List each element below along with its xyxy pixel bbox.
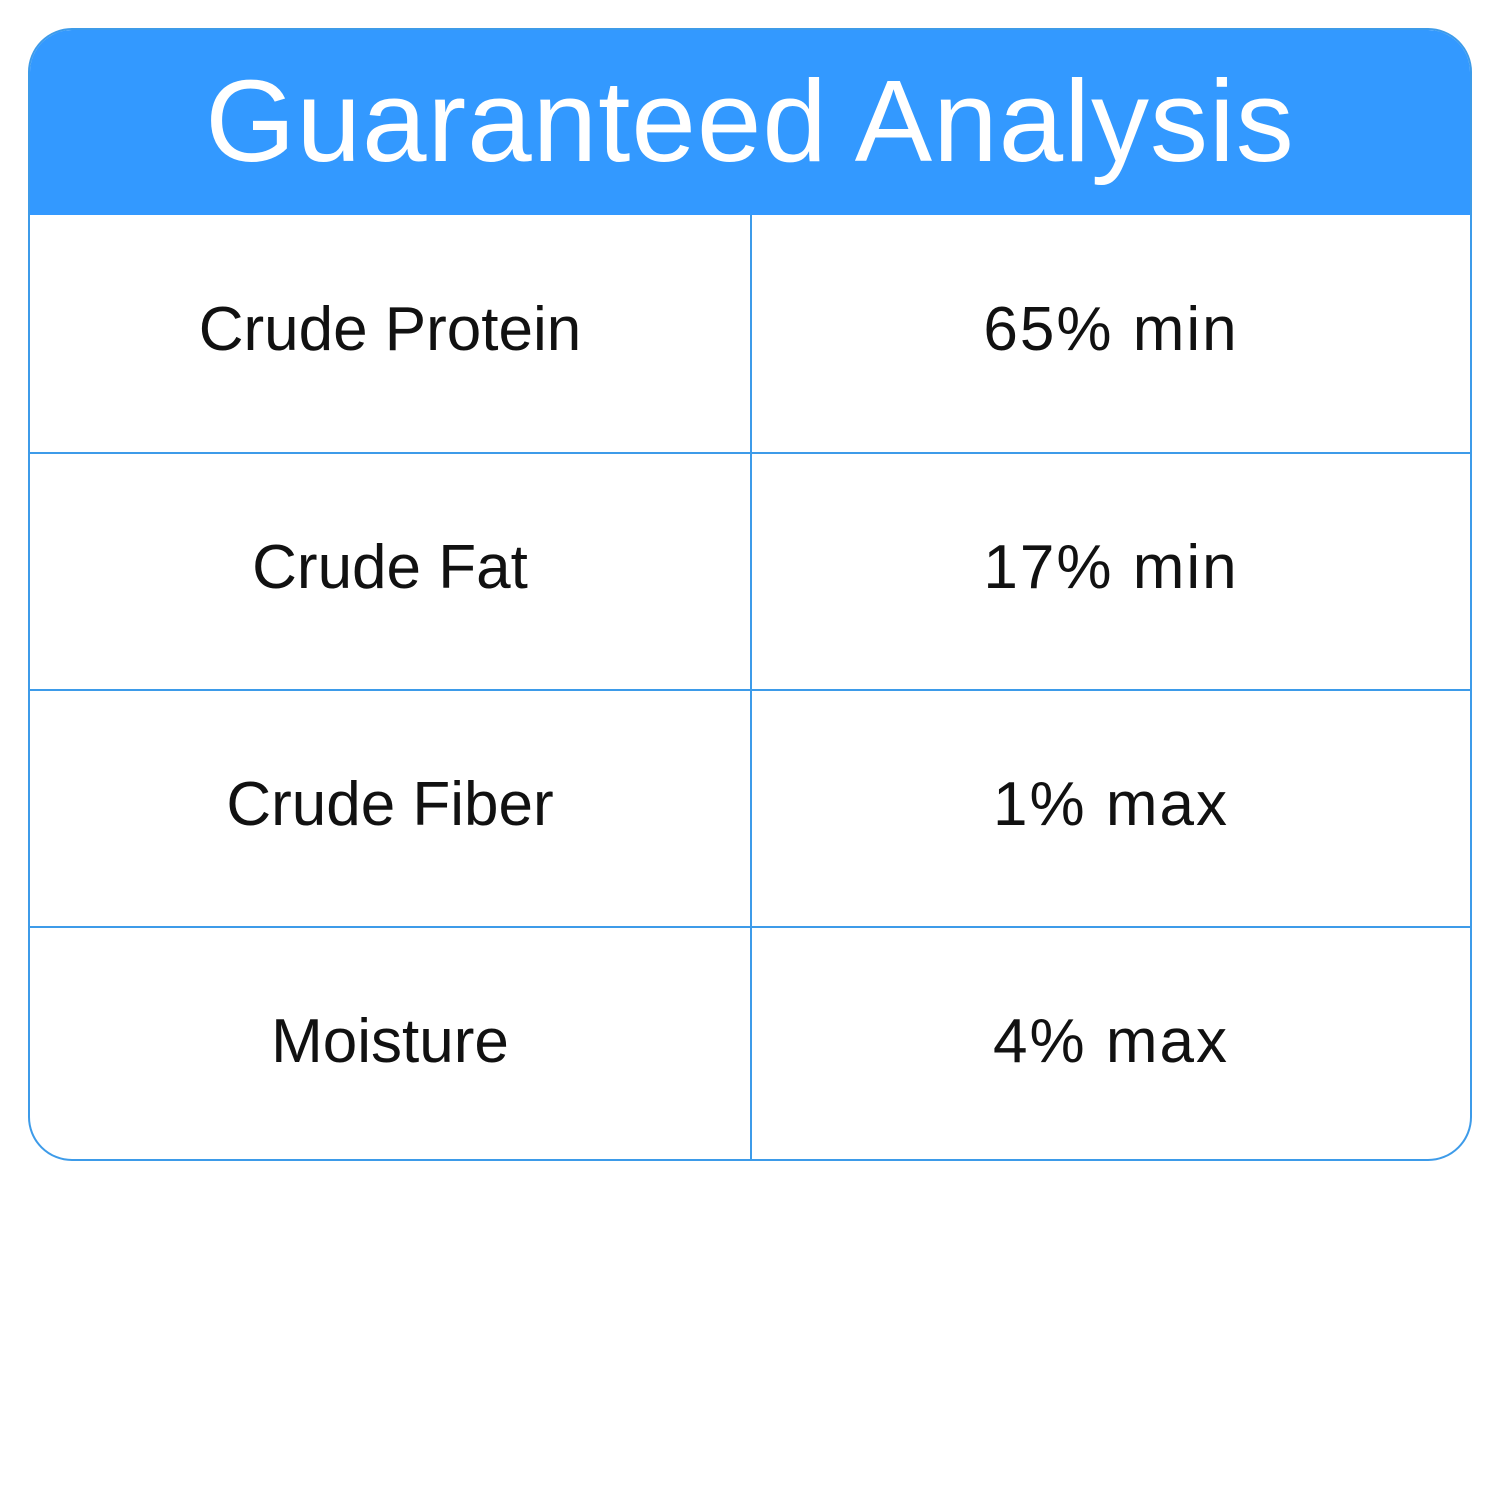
nutrient-value: 1% max [750,691,1470,926]
nutrient-value: 65% min [750,215,1470,452]
table-row: Crude Fat 17% min [30,452,1470,689]
nutrient-name: Moisture [271,1007,509,1076]
table-row: Moisture 4% max [30,926,1470,1159]
table-row: Crude Fiber 1% max [30,689,1470,926]
guaranteed-analysis-table: Guaranteed Analysis Crude Protein 65% mi… [28,28,1472,1161]
table-row: Crude Protein 65% min [30,215,1470,452]
nutrient-name: Crude Fat [252,533,528,602]
table-title: Guaranteed Analysis [30,30,1470,215]
nutrient-name: Crude Fiber [226,770,554,839]
nutrient-value: 4% max [750,928,1470,1159]
nutrient-name: Crude Protein [198,295,582,364]
table-body: Crude Protein 65% min Crude Fat 17% min … [30,215,1470,1159]
nutrient-value: 17% min [750,454,1470,689]
